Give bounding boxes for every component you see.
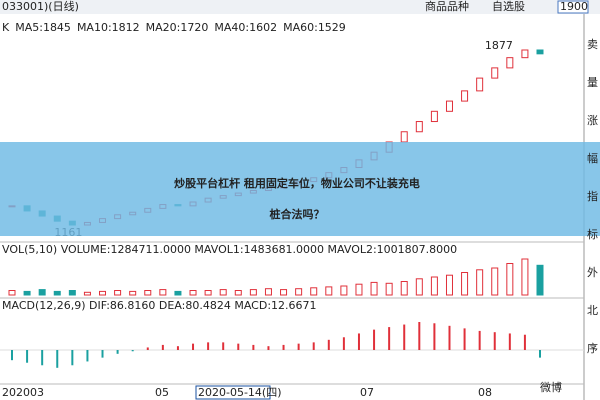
volume-bar xyxy=(280,289,288,296)
volume-bar xyxy=(234,290,242,296)
volume-bar xyxy=(264,288,272,296)
sidebar-tab: 序 xyxy=(587,341,598,355)
volume-bar xyxy=(189,290,197,296)
candle xyxy=(461,90,469,102)
ma-legend: MA20:1720 xyxy=(146,21,209,34)
candle xyxy=(415,121,423,133)
date-box xyxy=(195,385,271,400)
volume-bar xyxy=(174,290,182,296)
volume-bar xyxy=(310,287,318,296)
ma-legend: MA5:1845 xyxy=(15,21,71,34)
volume-bar xyxy=(506,263,514,296)
sidebar-tab: 北 xyxy=(587,304,598,317)
candle xyxy=(521,49,529,59)
candle xyxy=(400,131,408,143)
volume-bar xyxy=(415,278,423,296)
volume-bar xyxy=(99,290,107,296)
volume-bar xyxy=(445,274,453,296)
date-label: 08 xyxy=(478,386,492,399)
ma-legend: MA10:1812 xyxy=(77,21,140,34)
volume-bar xyxy=(204,290,212,296)
ma-legend: MA40:1602 xyxy=(214,21,277,34)
volume-bar xyxy=(129,290,137,296)
sidebar-tab: 涨 xyxy=(587,114,598,127)
volume-bar xyxy=(491,267,499,296)
price-box xyxy=(557,0,589,14)
price-box-text: 1900 xyxy=(560,0,588,13)
sidebar-tab: 外 xyxy=(587,266,598,279)
sidebar-tab: 标 xyxy=(587,227,598,241)
candle xyxy=(491,67,499,79)
volume-bar xyxy=(219,289,227,296)
volume-bar xyxy=(68,290,76,296)
volume-bar xyxy=(144,290,152,296)
ma-legend: K xyxy=(2,21,10,34)
volume-bar xyxy=(400,281,408,296)
volume-bar xyxy=(461,272,469,296)
candle xyxy=(506,57,514,69)
volume-bar xyxy=(83,291,91,296)
code-label: 033001)(日线) xyxy=(2,0,79,13)
volume-bar xyxy=(159,289,167,296)
volume-bar xyxy=(385,282,393,296)
menu-item[interactable]: 商品品种 xyxy=(425,0,469,13)
banner-line: 炒股平台杠杆 租用固定车位，物业公司不让装充电 xyxy=(174,176,420,190)
volume-bar xyxy=(340,285,348,296)
volume-bar xyxy=(521,258,529,296)
menu-item[interactable]: 自选股 xyxy=(492,0,525,13)
date-label: 05 xyxy=(155,386,169,399)
candle xyxy=(536,49,544,55)
volume-bar xyxy=(8,290,16,296)
sidebar-tab: 幅 xyxy=(587,152,598,165)
sidebar-tab: 量 xyxy=(587,76,598,89)
candle xyxy=(476,77,484,92)
candle xyxy=(430,110,438,123)
sidebar-tab: 指 xyxy=(587,189,598,203)
macd-label: MACD(12,26,9) DIF:86.8160 DEA:80.4824 MA… xyxy=(2,299,317,312)
toolbar xyxy=(0,0,600,14)
sidebar-tab: 卖 xyxy=(587,38,598,51)
ma-legend: MA60:1529 xyxy=(283,21,346,34)
volume-bar xyxy=(370,281,378,296)
banner-line: 桩合法吗？ xyxy=(270,207,325,221)
volume-bar xyxy=(536,264,544,296)
volume-bar xyxy=(325,286,333,296)
date-label: 202003 xyxy=(2,386,44,399)
volume-bar xyxy=(249,289,257,296)
watermark: 微博 xyxy=(540,380,562,394)
banner xyxy=(0,142,600,236)
date-label: 07 xyxy=(360,386,374,399)
volume-bar xyxy=(114,290,122,296)
volume-label: VOL(5,10) VOLUME:1284711.0000 MAVOL1:148… xyxy=(2,243,457,256)
volume-bar xyxy=(23,290,31,296)
volume-bar xyxy=(38,289,46,296)
volume-bar xyxy=(53,290,61,296)
candle xyxy=(445,100,453,112)
volume-bar xyxy=(295,288,303,296)
high-label: 1877 xyxy=(485,39,513,52)
date-label: 2020-05-14(四) xyxy=(198,386,282,399)
volume-bar xyxy=(476,269,484,296)
volume-bar xyxy=(430,276,438,296)
volume-bar xyxy=(355,283,363,296)
